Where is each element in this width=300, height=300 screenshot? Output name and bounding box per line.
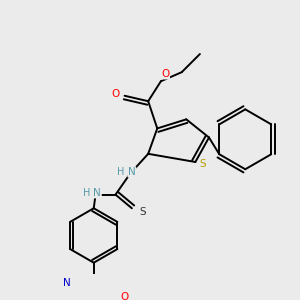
Text: S: S: [140, 207, 146, 217]
Text: O: O: [111, 89, 120, 99]
Text: H: H: [117, 167, 125, 177]
Text: O: O: [121, 292, 129, 300]
Text: N: N: [94, 188, 101, 198]
Text: N: N: [128, 167, 136, 177]
Text: O: O: [161, 69, 169, 79]
Text: S: S: [199, 159, 206, 169]
Text: N: N: [63, 278, 70, 288]
Text: H: H: [83, 188, 90, 198]
